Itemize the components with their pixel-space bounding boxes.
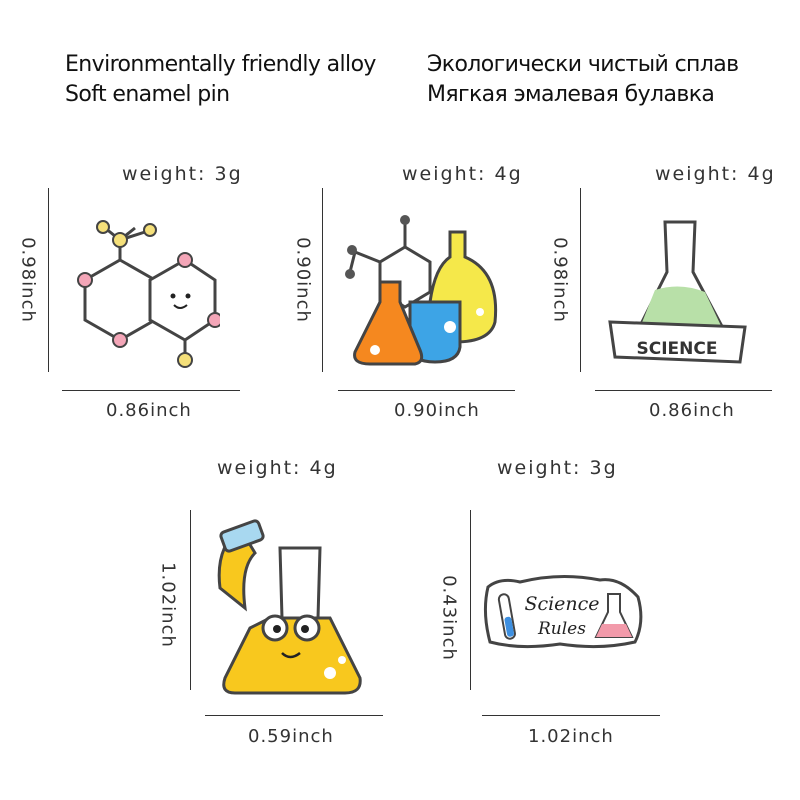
pin1-width-line — [62, 390, 240, 391]
pin1-width: 0.86inch — [106, 400, 192, 421]
pin5-height: 0.43inch — [438, 575, 460, 661]
pin3-weight: weight: 4g — [655, 163, 776, 185]
molecule-pin-image — [77, 220, 220, 368]
pin4-width-line — [205, 715, 383, 716]
pin5-width: 1.02inch — [528, 726, 614, 747]
pin3-width: 0.86inch — [649, 400, 735, 421]
pin4-weight: weight: 4g — [217, 457, 338, 479]
science-banner-text: SCIENCE — [637, 339, 718, 359]
pin2-width: 0.90inch — [394, 400, 480, 421]
header-en-line1: Environmentally friendly alloy — [65, 52, 376, 77]
flasks-pin-image — [345, 215, 498, 366]
rules-text: Rules — [537, 619, 586, 639]
beaker-character-pin-image — [217, 519, 362, 695]
pin2-height: 0.90inch — [292, 237, 314, 323]
science-rules-pin-image: Science Rules — [483, 574, 643, 649]
pin3-width-line — [595, 390, 772, 391]
header-ru-line2: Мягкая эмалевая булавка — [427, 82, 715, 107]
header-russian: Экологически чистый сплав Мягкая эмалева… — [427, 50, 739, 110]
pin4-height-line — [190, 510, 191, 690]
pin3-height-line — [580, 188, 581, 372]
pin5-width-line — [482, 715, 660, 716]
science-flask-pin-image: SCIENCE — [608, 220, 747, 364]
pin2-weight: weight: 4g — [402, 163, 523, 185]
pin4-width: 0.59inch — [248, 726, 334, 747]
pin1-weight: weight: 3g — [122, 163, 243, 185]
pin5-weight: weight: 3g — [497, 457, 618, 479]
pin3-height: 0.98inch — [549, 237, 571, 323]
pin2-height-line — [322, 188, 323, 372]
pin5-height-line — [470, 510, 471, 690]
header-english: Environmentally friendly alloy Soft enam… — [65, 50, 376, 110]
header-en-line2: Soft enamel pin — [65, 82, 230, 107]
pin4-height: 1.02inch — [157, 562, 179, 648]
pin1-height: 0.98inch — [17, 237, 39, 323]
header-ru-line1: Экологически чистый сплав — [427, 52, 739, 77]
pin1-height-line — [48, 188, 49, 372]
pin2-width-line — [338, 390, 515, 391]
science-text: Science — [524, 593, 599, 615]
